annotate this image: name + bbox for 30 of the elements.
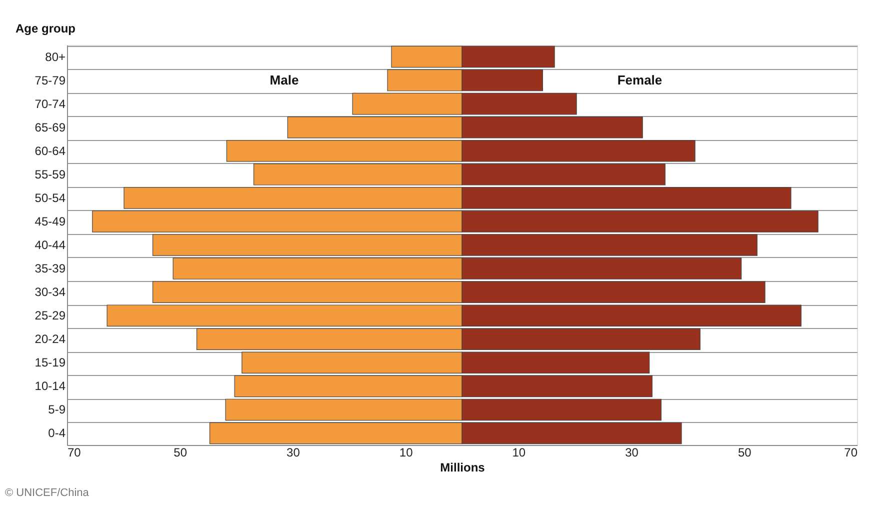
y-tick-label: 30-34 xyxy=(34,285,66,300)
text: Male xyxy=(270,72,299,88)
y-tick-label: 35-39 xyxy=(34,262,66,276)
x-tick-label: 50 xyxy=(174,446,188,460)
y-tick-label: 65-69 xyxy=(34,120,66,134)
y-axis-title: Age group xyxy=(16,22,76,36)
x-tick-label: 10 xyxy=(399,446,414,460)
y-tick-label: 60-64 xyxy=(34,144,66,158)
y-tick-label: 70-74 xyxy=(34,96,66,111)
y-tick-label: 5-9 xyxy=(48,402,66,417)
x-tick-label: 50 xyxy=(738,446,752,460)
text: Female xyxy=(617,72,662,88)
x-tick-label: 10 xyxy=(512,446,526,460)
y-tick-label: 50-54 xyxy=(34,190,66,205)
y-tick-label: 15-19 xyxy=(34,356,66,370)
y-tick-label: 80+ xyxy=(45,50,66,64)
y-tick-label: 20-24 xyxy=(34,332,66,346)
y-tick-label: 45-49 xyxy=(34,214,66,228)
x-tick-label: 30 xyxy=(286,446,300,460)
x-tick-label: 30 xyxy=(625,446,639,460)
y-tick-label: 40-44 xyxy=(34,238,66,252)
y-tick-label: 10-14 xyxy=(34,379,66,394)
y-tick-label: 0-4 xyxy=(48,426,66,440)
x-axis-title: Millions xyxy=(440,460,486,474)
y-tick-label: 55-59 xyxy=(34,167,66,182)
y-tick-label: 75-79 xyxy=(34,73,66,88)
text: © UNICEF/China xyxy=(5,487,90,499)
x-tick-label: 70 xyxy=(844,446,858,460)
x-tick-label: 70 xyxy=(68,446,82,460)
y-tick-label: 25-29 xyxy=(34,308,66,323)
